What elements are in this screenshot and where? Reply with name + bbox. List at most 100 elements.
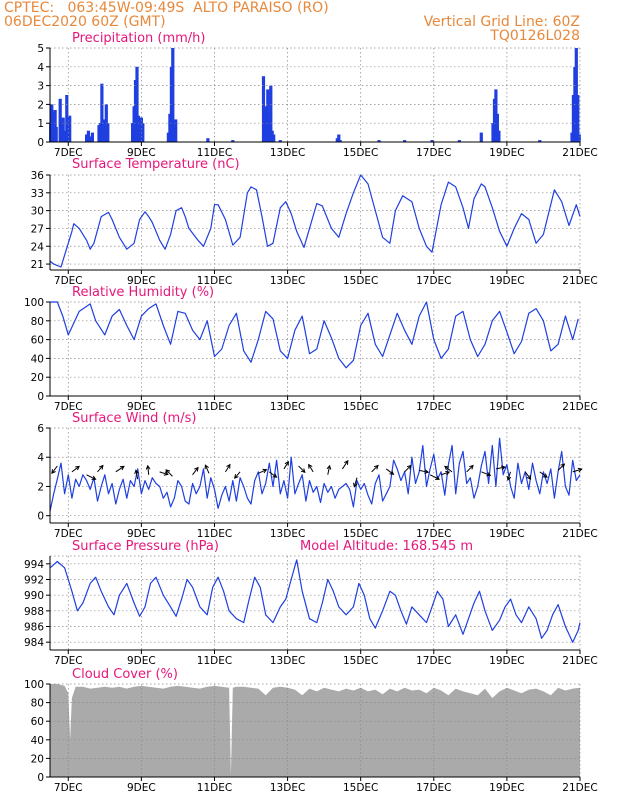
y-tick-label: 20 <box>31 372 44 384</box>
header-station: CPTEC: 063:45W-09:49S ALTO PARAISO (RO) <box>4 0 329 16</box>
x-tick-label: 21DEC <box>562 147 597 159</box>
precip-bar <box>266 89 270 142</box>
y-tick-label: 100 <box>24 297 44 309</box>
panel-title: Surface Pressure (hPa) <box>72 539 219 554</box>
y-tick-label: 80 <box>31 698 44 710</box>
wind-vector-head <box>469 464 474 470</box>
wind-vector <box>524 471 531 480</box>
wind-vector-head <box>234 474 239 479</box>
y-tick-label: 40 <box>31 353 44 365</box>
y-tick-label: 6 <box>37 423 44 435</box>
wind-vector <box>466 465 474 473</box>
x-tick-label: 15DEC <box>343 655 378 667</box>
precip-bar <box>68 115 72 142</box>
precip-bar <box>171 48 175 142</box>
grid-lines <box>50 683 581 777</box>
precip-bar <box>85 134 89 142</box>
x-tick-label: 19DEC <box>489 655 524 667</box>
panel-precip: 0 1 2 3 4 5 7DEC 9DEC 11DEC 13DEC 15DEC 17DEC 19DEC 2… <box>37 31 597 159</box>
precip-bar <box>106 123 110 142</box>
grid-lines <box>50 427 581 523</box>
y-tick-label: 992 <box>24 575 44 587</box>
rh-series-line <box>50 301 579 369</box>
wind-vector <box>234 471 241 479</box>
wind-vector <box>557 463 565 471</box>
precip-bar <box>86 130 90 142</box>
x-tick-label: 7DEC <box>54 782 83 794</box>
wind-vector <box>404 465 412 473</box>
wind-vector-head <box>424 469 430 474</box>
wind-vector <box>283 461 289 470</box>
wind-vector <box>495 466 506 470</box>
y-tick-label: 24 <box>31 241 45 253</box>
wind-series-line <box>49 437 581 512</box>
x-tick-label: 15DEC <box>343 528 378 540</box>
wind-vector <box>225 464 231 473</box>
wind-vector-head <box>344 459 349 465</box>
wind-vector-head <box>272 473 278 478</box>
precip-bar <box>377 140 381 142</box>
header-grid-note: Vertical Grid Line: 60Z <box>423 14 580 30</box>
y-tick-label: 984 <box>24 637 44 649</box>
wind-vector-head <box>99 464 104 470</box>
precip-bar <box>577 134 581 142</box>
grid-lines <box>50 174 581 270</box>
x-tick-label: 21DEC <box>562 275 597 287</box>
precip-bar <box>174 119 178 142</box>
wind-vector-head <box>577 467 583 473</box>
x-tick-label: 9DEC <box>127 782 156 794</box>
x-tick-label: 11DEC <box>197 782 232 794</box>
x-tick-label: 13DEC <box>270 147 305 159</box>
wind-vector-head <box>91 475 97 480</box>
x-tick-label: 7DEC <box>54 275 83 287</box>
wind-vector <box>165 469 173 477</box>
x-tick-label: 7DEC <box>54 401 83 413</box>
wind-vector <box>269 471 277 478</box>
wind-vector-head <box>134 469 139 475</box>
y-tick-label: 100 <box>24 679 44 691</box>
precip-bar <box>338 140 342 142</box>
precip-bar <box>269 85 273 142</box>
y-tick-label: 0 <box>37 511 44 523</box>
y-tick-label: 994 <box>24 559 44 571</box>
wind-vector-head <box>526 475 532 480</box>
wind-vector-head <box>542 473 548 478</box>
temp-series-line <box>49 174 581 268</box>
y-tick-label: 0 <box>37 772 44 784</box>
y-tick-label: 36 <box>31 170 45 182</box>
precip-bar <box>135 66 139 142</box>
x-tick-label: 13DEC <box>270 275 305 287</box>
x-tick-label: 21DEC <box>562 401 597 413</box>
x-tick-label: 9DEC <box>127 147 156 159</box>
header-date: 06DEC2020 60Z (GMT) <box>4 14 166 30</box>
wind-vector-head <box>308 463 313 469</box>
precip-bar <box>206 138 210 142</box>
precip-bar <box>403 140 407 142</box>
y-tick-label: 21 <box>31 259 44 271</box>
wind-vector-head <box>353 482 358 488</box>
wind-vector <box>481 471 491 476</box>
x-tick-label: 19DEC <box>489 528 524 540</box>
precip-bar <box>278 140 282 142</box>
precip-bar <box>538 140 542 142</box>
header-model-id: TQ0126L028 <box>490 28 580 44</box>
x-tick-label: 11DEC <box>197 655 232 667</box>
wind-vector <box>440 471 450 476</box>
panel-title: Surface Temperature (nC) <box>72 157 240 172</box>
wind-vector-head <box>373 464 379 470</box>
wind-vector-head <box>326 464 332 470</box>
wind-vector-head <box>194 466 199 472</box>
grid-lines <box>50 301 581 396</box>
panel-title: Relative Humidity (%) <box>72 285 214 300</box>
wind-vector-head <box>506 475 512 481</box>
wind-vector-head <box>444 465 449 471</box>
x-tick-label: 21DEC <box>562 782 597 794</box>
x-tick-label: 19DEC <box>489 275 524 287</box>
wind-vector <box>341 460 349 470</box>
x-tick-label: 13DEC <box>270 528 305 540</box>
panel-pressure: 984 986 988 990 992 994 7DEC 9DEC 11DEC 13DEC 15DE… <box>24 539 598 667</box>
panel-title: Cloud Cover (%) <box>72 667 178 682</box>
precip-bar <box>479 132 483 142</box>
wind-vector-head <box>51 469 56 475</box>
wind-vector <box>51 465 58 474</box>
